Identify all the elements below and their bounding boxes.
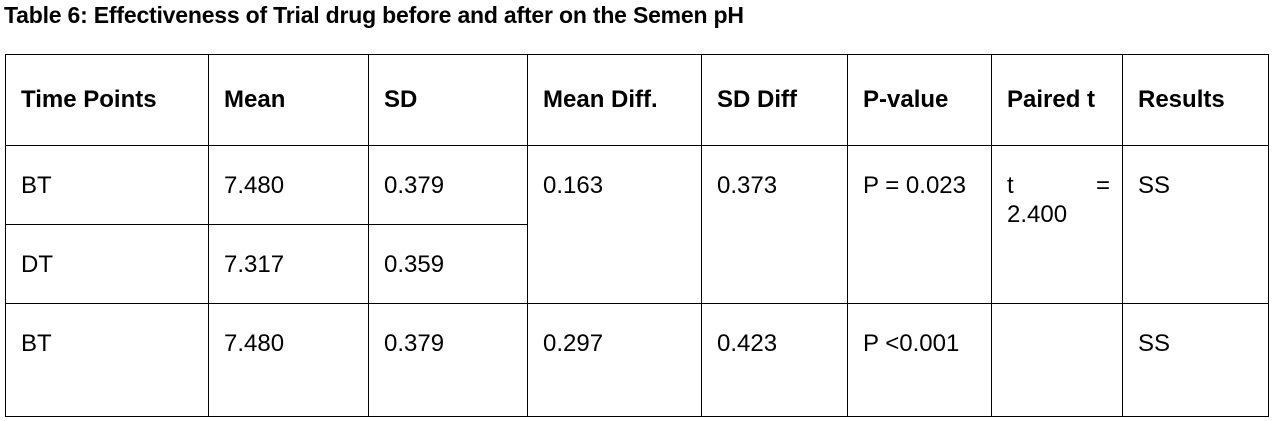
cell-sd: 0.359: [368, 224, 528, 304]
cell-sd-diff: 0.423: [701, 303, 848, 417]
cell-mean: 7.480: [208, 303, 369, 417]
header-mean: Mean: [208, 54, 369, 146]
header-paired-t: Paired t: [991, 54, 1123, 146]
cell-time-point: BT: [5, 145, 209, 225]
header-mean-diff: Mean Diff.: [527, 54, 702, 146]
cell-result: SS: [1122, 303, 1269, 417]
table-row: DT 7.317 0.359: [5, 224, 1269, 304]
header-sd-diff: SD Diff: [701, 54, 848, 146]
table-row: BT 7.480 0.379 0.297 0.423 P <0.001 SS: [5, 303, 1269, 417]
cell-mean-diff: 0.163: [527, 145, 702, 304]
cell-paired-t: t = 2.400: [991, 145, 1123, 304]
cell-paired-t: [991, 303, 1123, 417]
cell-mean: 7.317: [208, 224, 369, 304]
paired-t-value: 2.400: [1007, 201, 1068, 228]
cell-mean: 7.480: [208, 145, 369, 225]
cell-p-value: P = 0.023: [847, 145, 992, 304]
header-p-value: P-value: [847, 54, 992, 146]
header-time-points: Time Points: [5, 54, 209, 146]
results-table: Time Points Mean SD Mean Diff. SD Diff P…: [5, 54, 1269, 417]
cell-sd: 0.379: [368, 145, 528, 225]
cell-sd: 0.379: [368, 303, 528, 417]
header-results: Results: [1122, 54, 1269, 146]
cell-time-point: BT: [5, 303, 209, 417]
table-row: BT 7.480 0.379 0.163 0.373 P = 0.023 t =…: [5, 145, 1269, 304]
cell-time-point: DT: [5, 224, 209, 304]
cell-p-value: P <0.001: [847, 303, 992, 417]
cell-result: SS: [1122, 145, 1269, 304]
table-title: Table 6: Effectiveness of Trial drug bef…: [4, 2, 744, 28]
header-row: Time Points Mean SD Mean Diff. SD Diff P…: [5, 54, 1269, 146]
paired-t-label: t: [1007, 172, 1014, 199]
header-sd: SD: [368, 54, 528, 146]
paired-t-equals: =: [1095, 172, 1110, 199]
cell-sd-diff: 0.373: [701, 145, 848, 304]
cell-mean-diff: 0.297: [527, 303, 702, 417]
